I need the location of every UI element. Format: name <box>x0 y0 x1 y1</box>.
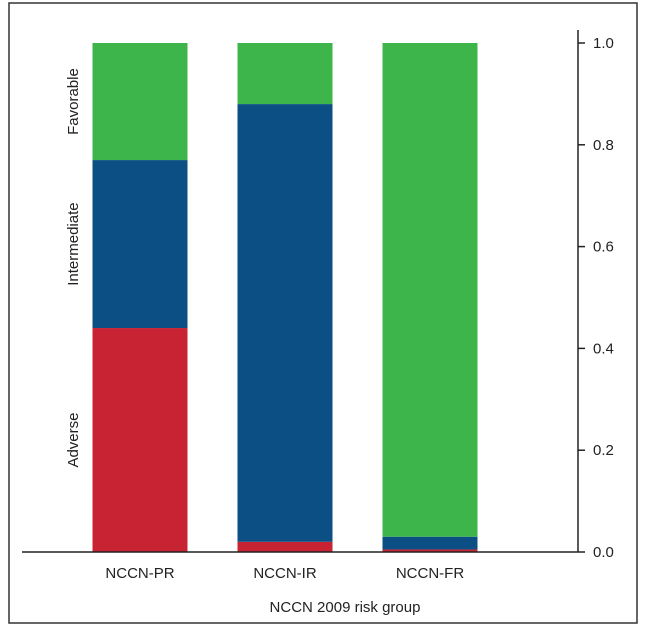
x-tick-label: NCCN-PR <box>105 565 174 582</box>
chart-frame <box>8 2 638 624</box>
axes-group <box>22 30 585 553</box>
bars-group <box>92 43 478 552</box>
bar-segment-nccn-pr-intermediate <box>92 160 188 329</box>
bar-segment-nccn-ir-favorable <box>237 43 333 105</box>
y-tick-label: 0.4 <box>593 340 614 357</box>
y-tick-label: 0.0 <box>593 544 614 561</box>
y-tick-label: 1.0 <box>593 35 614 52</box>
bar-segment-nccn-pr-favorable <box>92 43 188 161</box>
bar-segment-nccn-ir-adverse <box>237 541 333 552</box>
bar-segment-nccn-fr-intermediate <box>382 536 478 550</box>
series-label-adverse: Adverse <box>65 413 82 468</box>
bar-segment-nccn-fr-adverse <box>382 549 478 552</box>
y-tick-label: 0.2 <box>593 442 614 459</box>
y-tick-label: 0.8 <box>593 137 614 154</box>
bar-segment-nccn-ir-intermediate <box>237 104 333 542</box>
series-label-favorable: Favorable <box>65 68 82 135</box>
bar-segment-nccn-fr-favorable <box>382 43 478 537</box>
y-tick-label: 0.6 <box>593 239 614 256</box>
bar-segment-nccn-pr-adverse <box>92 328 188 552</box>
x-axis-title: NCCN 2009 risk group <box>270 599 421 616</box>
labels-group: NCCN-PR NCCN-IR NCCN-FR 0.0 0.2 0.4 0.6 0.8 1.0 A… <box>65 35 614 582</box>
series-label-intermediate: Intermediate <box>65 202 82 285</box>
x-tick-label: NCCN-FR <box>396 565 464 582</box>
x-tick-label: NCCN-IR <box>253 565 316 582</box>
